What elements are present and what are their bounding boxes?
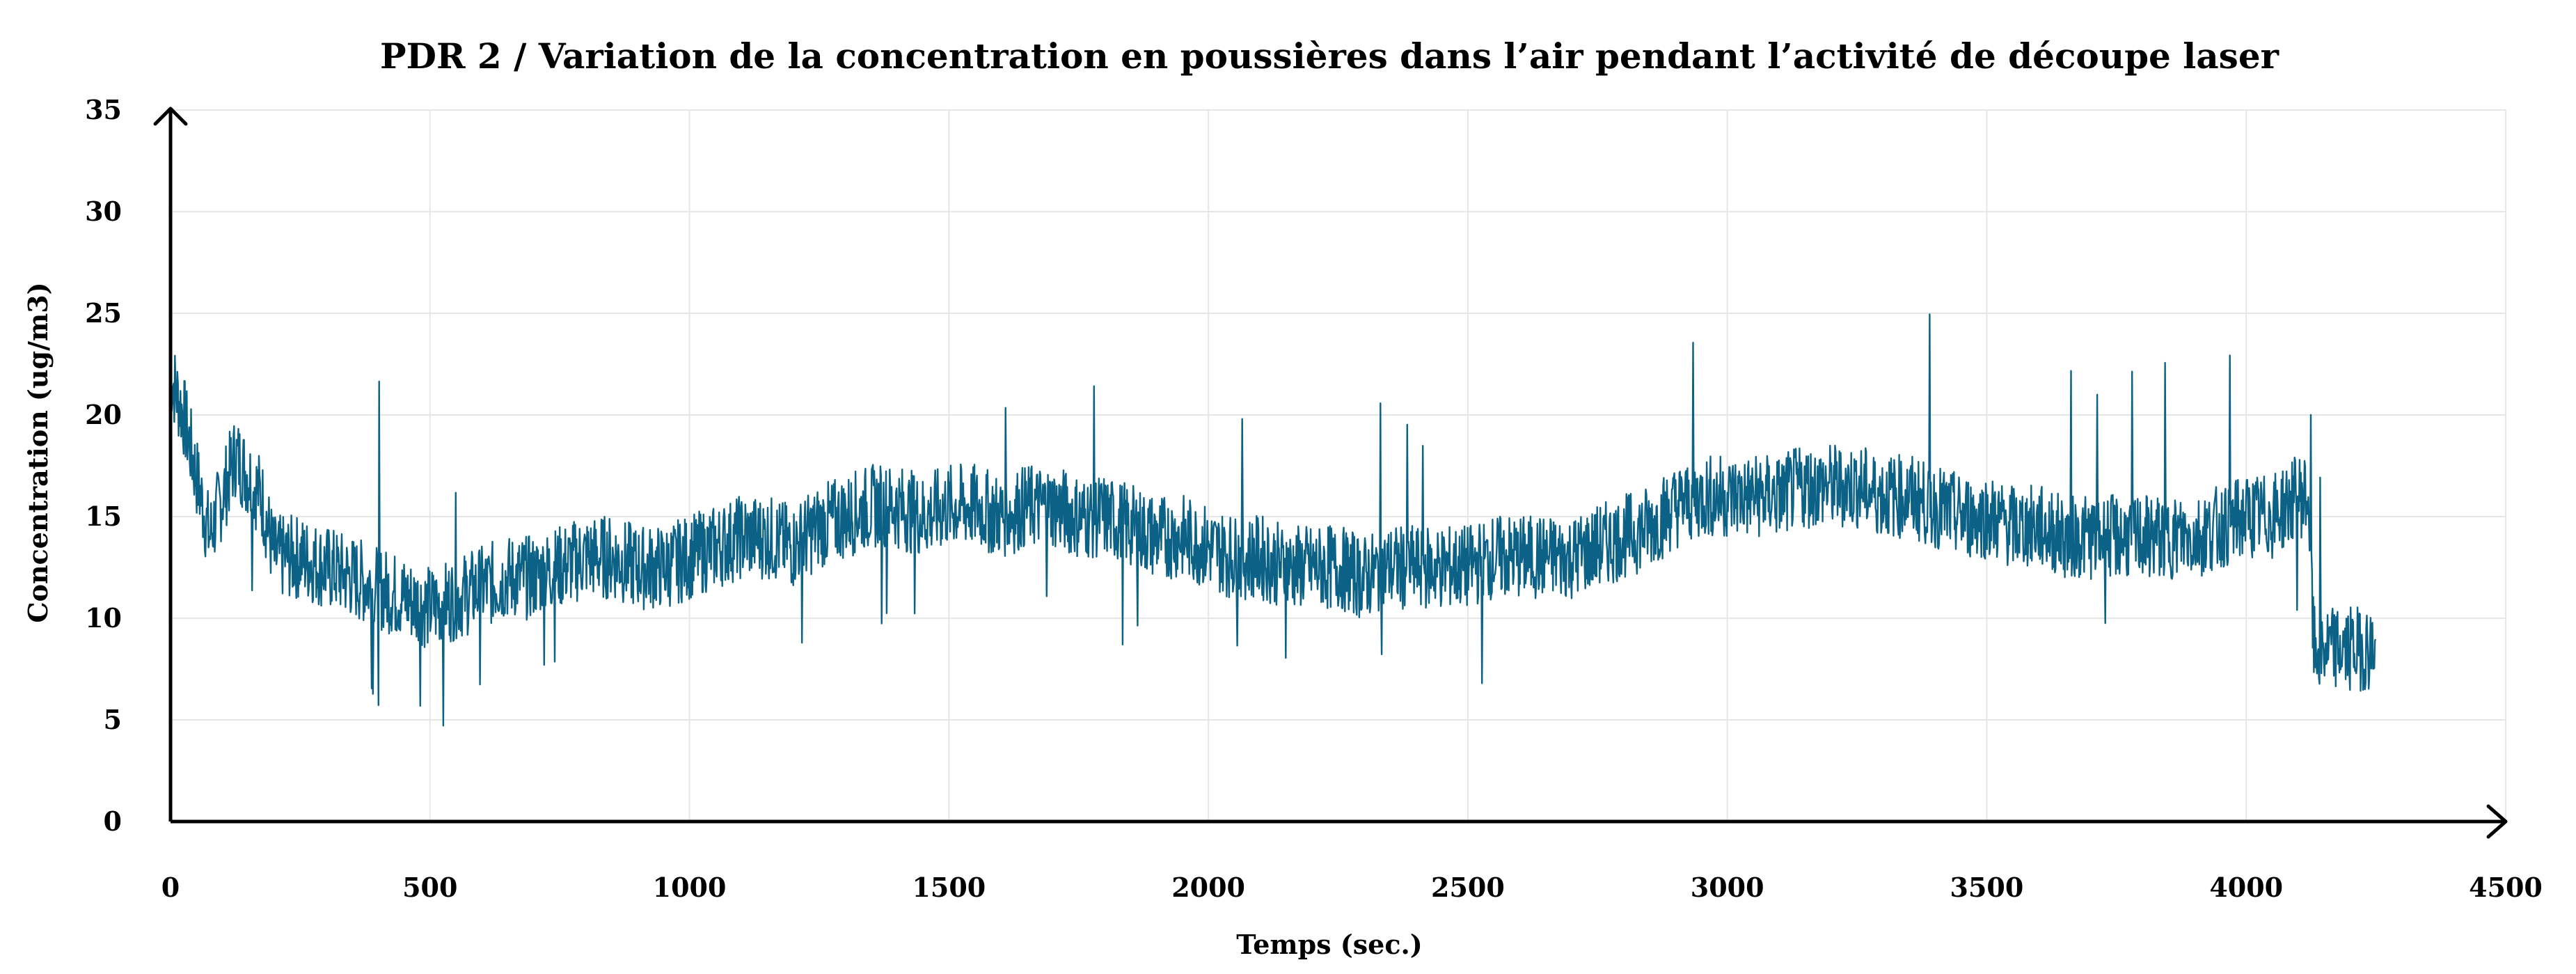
x-tick-label: 3500 xyxy=(1950,872,2024,903)
x-tick-label: 3000 xyxy=(1691,872,1764,903)
x-tick-label: 1500 xyxy=(912,872,986,903)
y-tick-label: 20 xyxy=(85,399,122,430)
x-tick-label: 0 xyxy=(161,872,180,903)
gridlines xyxy=(171,109,2506,822)
x-axis-label: Temps (sec.) xyxy=(1236,929,1422,960)
y-tick-label: 30 xyxy=(85,196,122,227)
x-axis-arrow xyxy=(2486,804,2508,839)
y-tick-label: 5 xyxy=(104,704,122,735)
y-axis-arrow xyxy=(153,107,188,126)
x-tick-label: 4000 xyxy=(2209,872,2283,903)
x-tick-label: 1000 xyxy=(653,872,727,903)
x-axis-ticks: 0 500 1000 1500 2000 2500 3000 3500 4000 4500 xyxy=(161,872,2543,903)
y-tick-label: 10 xyxy=(85,602,122,634)
y-tick-label: 25 xyxy=(85,297,122,329)
x-tick-label: 500 xyxy=(402,872,457,903)
y-axis-label: Concentration (ug/m3) xyxy=(22,282,54,622)
x-tick-label: 4500 xyxy=(2469,872,2543,903)
y-tick-label: 0 xyxy=(104,806,122,837)
x-tick-label: 2500 xyxy=(1431,872,1505,903)
chart-title: PDR 2 / Variation de la concentration en… xyxy=(380,36,2279,77)
x-tick-label: 2000 xyxy=(1171,872,1245,903)
y-tick-label: 15 xyxy=(85,501,122,532)
series-line xyxy=(169,313,2377,727)
y-tick-label: 35 xyxy=(85,94,122,125)
y-axis-ticks: 0 5 10 15 20 25 30 35 xyxy=(85,94,122,837)
